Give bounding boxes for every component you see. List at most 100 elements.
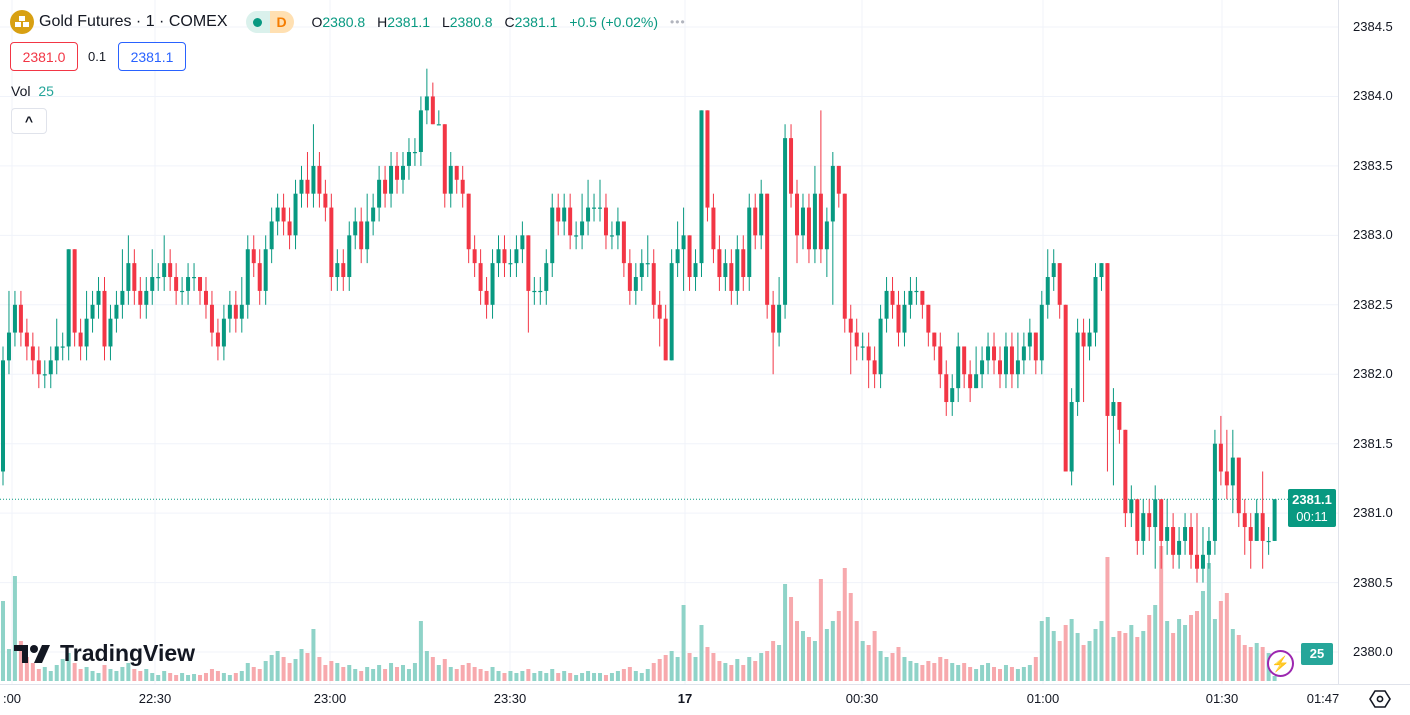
volume-bar [603,675,608,681]
candle [287,207,292,250]
volume-bar [138,671,143,681]
tradingview-logo[interactable]: TradingView [14,640,195,667]
candle [412,138,417,166]
price-tick-label: 2381.5 [1353,435,1393,451]
candle-body [329,207,334,278]
volume-bar [502,673,507,681]
volume-bar [800,631,805,681]
volume-bar [1117,631,1122,681]
volume-bar [162,671,167,681]
candle-body [693,263,698,278]
price-tick-label: 2382.5 [1353,296,1393,312]
price-axis[interactable]: 2384.5 2384.0 2383.5 2383.0 2382.5 2382.0 2381… [1338,0,1410,684]
symbol-title[interactable]: Gold Futures · 1 · COMEX [39,13,228,30]
volume-bar [997,669,1002,681]
candle [1087,318,1092,361]
candle-body [275,207,280,222]
candle [400,152,405,194]
candle [239,277,244,333]
candlestick-chart[interactable] [0,0,1338,684]
candle [980,346,985,389]
volume-bar [1033,657,1038,681]
volume-bar [484,671,489,681]
candle [1248,513,1253,569]
candle-body [1015,360,1020,375]
candle-body [1063,304,1068,472]
candle [586,179,591,236]
buy-price-button[interactable]: 2381.1 [118,42,186,71]
volume-bar [896,647,901,681]
candle-body [824,221,829,250]
volume-bar [562,671,567,681]
candle-body [18,304,23,333]
volume-bar [872,631,877,681]
volume-bar [120,667,125,681]
candle [860,332,865,361]
candle-body [997,360,1002,375]
candle-body [657,304,662,319]
candle [806,193,811,264]
candle-body [574,235,579,237]
candle [24,318,29,361]
market-open-dot-icon [245,11,270,33]
candle-body [221,318,226,347]
candle-body [156,277,161,279]
volume-bar [1075,633,1080,681]
chart-plot-area[interactable] [0,0,1338,684]
volume-bar [448,667,453,681]
candle-body [890,290,895,305]
volume-bar [1153,605,1158,681]
volume-bar [496,671,501,681]
volume-bar [1015,669,1020,681]
candle-body [1153,499,1158,528]
volume-bar [1009,667,1014,681]
volume-bar [1135,637,1140,681]
volume-bar [1218,601,1223,681]
price-tick-label: 2384.5 [1353,19,1393,34]
volume-bar [1027,665,1032,681]
time-axis[interactable]: :00 22:30 23:00 23:30 17 00:30 01:00 01:30 01:47 [0,684,1410,714]
candle [675,221,680,278]
collapse-legend-button[interactable]: ^ [11,108,47,134]
candle-body [789,138,794,194]
candle [174,263,179,305]
volume-bar [592,673,597,681]
candle-body [1,360,5,472]
candle-body [1165,527,1170,541]
candle [908,277,913,319]
volume-bar [980,665,985,681]
time-tick-label: 01:00 [1026,691,1060,706]
volume-bar [1189,615,1194,681]
candle [836,165,841,208]
candle [359,207,364,264]
settings-icon[interactable] [1369,688,1391,710]
volume-bar [1,601,5,681]
volume-bar [221,673,226,681]
candle-body [442,124,447,194]
volume-bar [174,675,179,681]
lightning-icon[interactable]: ⚡ [1267,650,1294,677]
candle-body [341,263,346,278]
candle [424,68,429,125]
market-status[interactable]: D [245,11,294,33]
candle [902,290,907,347]
candle [365,193,370,264]
volume-bar [824,629,829,681]
candle-body [198,277,203,291]
candle-body [526,235,531,291]
price-tick-label: 2384.0 [1353,88,1393,104]
more-icon[interactable]: ••• [670,15,686,29]
gold-symbol-icon [10,10,34,34]
candle-body [30,346,35,361]
candle-body [120,290,125,305]
sell-price-button[interactable]: 2381.0 [10,42,78,71]
volume-bar [532,673,537,681]
volume-bar [317,657,322,681]
time-tick-label: 22:30 [138,691,172,706]
candle-body [108,318,113,347]
candle-body [1159,499,1164,541]
candle [896,290,901,347]
volume-bar [1183,625,1188,681]
candle-body [1087,332,1092,347]
candle [615,207,620,250]
